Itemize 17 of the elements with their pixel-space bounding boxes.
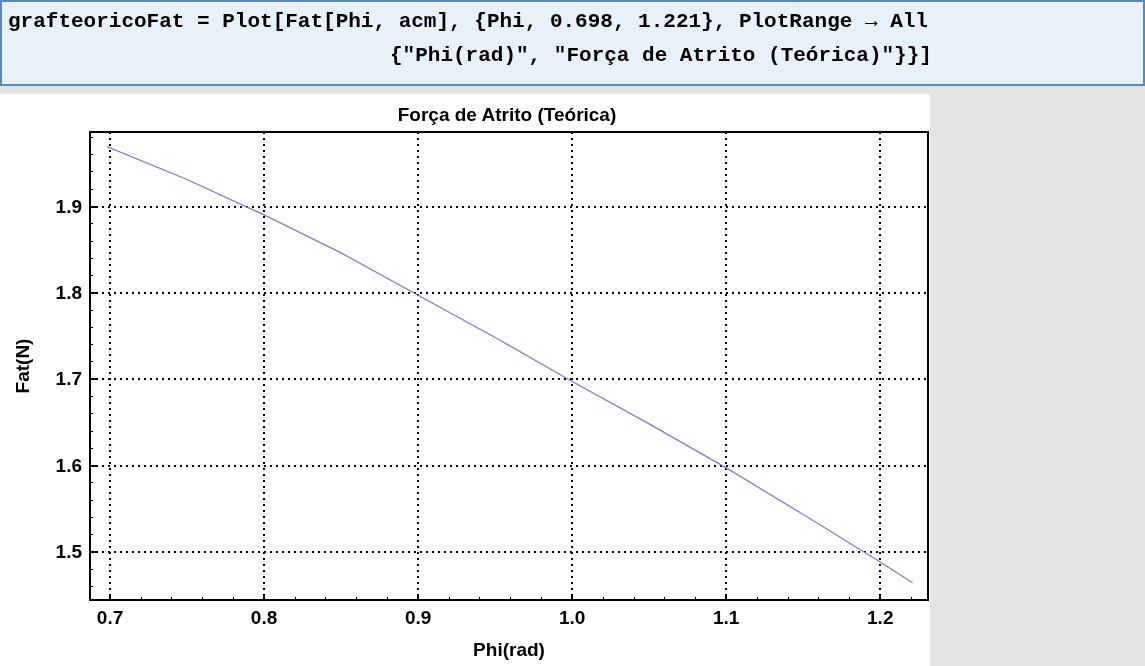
y-tick-label: 1.7: [55, 368, 82, 390]
y-tick-label: 1.8: [55, 282, 82, 304]
y-axis-title: Fat(N): [12, 338, 33, 394]
x-tick-label: 1.1: [712, 607, 740, 628]
x-axis-title: Phi(rad): [473, 639, 545, 660]
text: grafteoricoFat = Plot[Fat[Phi, acm], {Phi, 0.698, 1.221}, PlotRange → All: [8, 10, 928, 33]
x-tick-label: 0.8: [250, 607, 278, 628]
x-tick-label: 0.9: [404, 607, 432, 628]
x-tick-label: 0.7: [96, 607, 124, 628]
x-tick-label: 1.0: [558, 607, 586, 628]
y-tick-label: 1.5: [55, 541, 83, 563]
y-tick-label: 1.6: [55, 454, 82, 476]
y-tick-label: 1.9: [55, 195, 82, 217]
chart-title: Força de Atrito (Teórica): [397, 104, 617, 125]
line-series: [106, 146, 914, 584]
x-tick-label: 1.2: [867, 607, 894, 628]
text: {"Phi(rad)", "Força de Atrito (Teórica)"}}]: [390, 44, 932, 67]
